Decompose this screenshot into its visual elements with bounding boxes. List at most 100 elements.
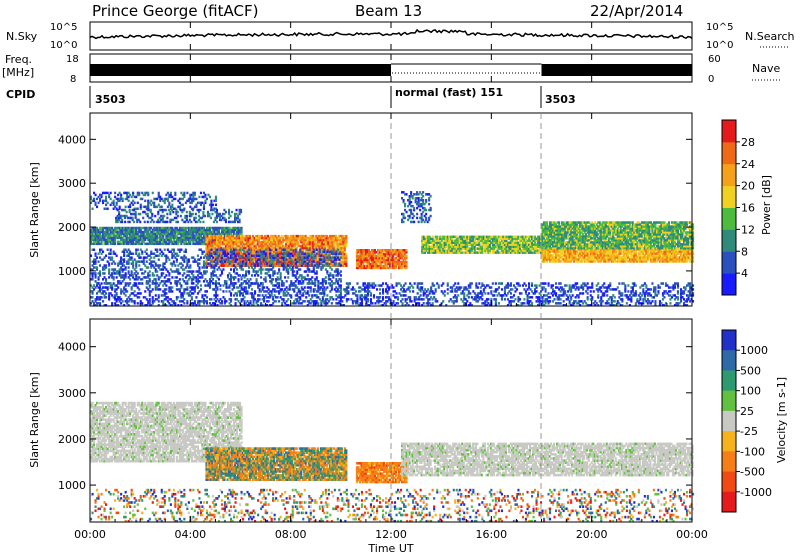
power-cell [220,230,223,234]
power-cell [206,238,209,242]
power-cell [243,264,246,267]
power-cell [366,258,369,262]
power-cell [289,234,292,238]
power-cell [187,228,190,232]
power-cell [198,236,201,240]
power-cell [367,264,370,268]
power-cell [217,214,220,218]
power-cell [265,242,268,246]
power-cell [205,260,208,264]
power-cell [129,230,132,234]
power-cell [105,195,108,199]
power-cell [174,230,177,234]
power-cell [330,234,333,238]
power-cell [196,201,199,205]
power-cell [339,234,342,238]
power-cell [342,254,345,258]
power-cell [243,236,246,240]
power-cell [165,232,168,236]
power-cell [286,250,289,254]
power-cell [319,236,322,240]
power-cell [151,232,154,236]
power-cell [147,234,150,238]
power-cell [202,214,205,218]
power-cell [205,248,208,252]
power-cell [328,238,331,242]
power-cell [429,195,432,198]
power-cell [198,242,201,246]
power-cell [115,228,118,232]
power-cell [210,201,213,205]
power-cell [224,242,227,246]
power-cell [147,230,150,234]
power-cell [229,238,232,242]
power-cell [355,254,358,258]
power-cell [267,252,270,256]
power-cell [123,191,126,195]
power-cell [220,250,223,254]
power-cell [253,246,256,250]
power-cell [334,260,337,264]
power-cell [169,234,172,238]
power-cell [129,193,132,197]
power-cell [171,230,174,234]
power-cell [237,230,240,234]
power-cell [183,207,186,210]
power-cell [223,242,226,246]
power-cell [139,226,142,230]
power-cell [159,240,162,244]
power-cell [118,214,121,218]
power-cell [99,232,102,236]
power-cell [156,232,159,236]
power-cell [285,242,288,246]
power-cell [234,212,237,216]
power-cell [364,258,367,262]
power-cell [169,236,172,240]
power-cell [234,234,237,238]
power-cell [102,236,105,240]
power-cell [218,256,221,260]
power-cell [274,264,277,267]
power-cell [255,246,258,250]
power-cell [328,260,331,264]
power-cell [364,256,367,260]
power-cell [231,226,234,230]
power-cell [190,197,193,201]
power-cell [118,216,121,220]
power-cell [235,216,238,220]
power-cell [238,208,241,212]
power-cell [300,238,303,242]
power-cell [208,214,211,218]
power-cell [208,230,211,234]
power-cell [180,236,183,240]
power-cell [218,242,221,246]
power-cell [160,234,163,238]
power-cell [367,251,370,254]
power-cell [153,238,156,242]
power-cell [301,238,304,242]
power-cell [208,242,211,246]
power-cell [174,226,177,230]
power-cell [316,252,319,256]
power-cell [280,242,283,246]
power-cell [262,248,265,252]
power-cell [334,240,337,244]
power-cell [174,207,177,210]
power-cell [196,232,199,236]
power-cell [343,262,346,266]
power-cell [100,226,103,230]
power-cell [93,228,96,232]
power-cell [157,210,160,214]
power-cell [235,244,238,248]
power-cell [318,240,321,244]
power-cell [108,193,111,197]
power-cell [132,226,135,230]
power-cell [276,260,279,264]
power-cell [300,244,303,248]
power-cell [271,252,274,256]
power-cell [366,251,369,254]
power-cell [234,238,237,242]
power-cell [125,214,128,218]
power-cell [146,220,149,224]
power-cell [343,248,346,252]
